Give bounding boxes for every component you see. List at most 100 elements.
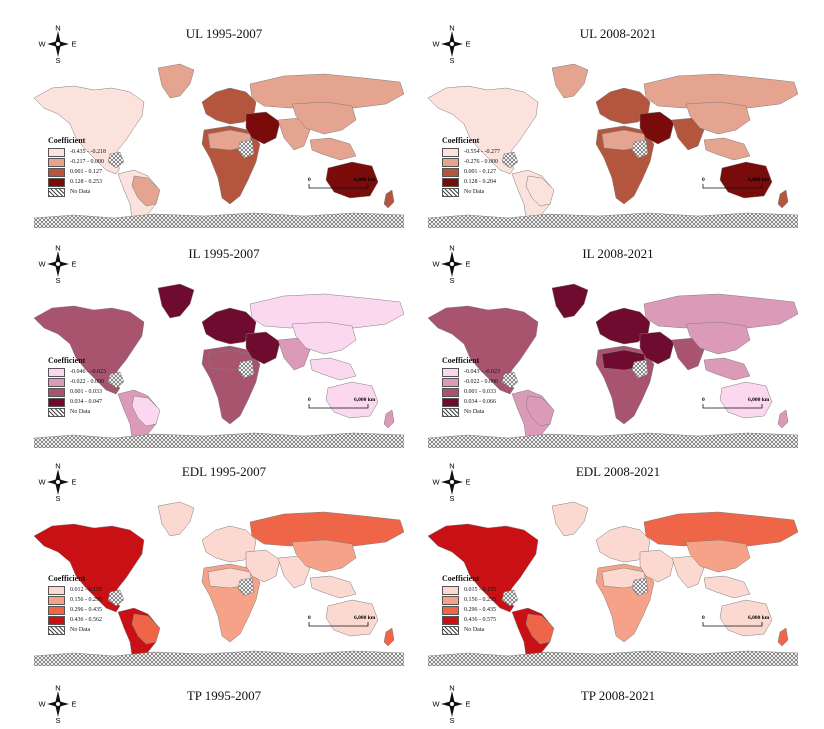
region-greenland [157,63,195,99]
legend-swatch [48,605,65,615]
scale-distance-label: 6,000 km [354,397,376,403]
region-nz [777,627,789,647]
scale-bar: 0 6,000 km [306,612,376,632]
compass-label-e: E [465,478,470,487]
no-data-horn-of-africa [631,359,649,379]
map-panel-il1: N S E W IL 1995-2007 Coefficient -0.046 - -0.0… [34,244,414,456]
region-se-asia [703,575,751,599]
compass-label-n: N [449,24,454,33]
legend-label: -0.046 - -0.023 [70,369,106,375]
region-middle-east [639,331,675,365]
region-russia [249,293,404,329]
region-greenland [157,283,195,319]
no-data-antarctica [34,212,404,228]
compass-label-n: N [55,462,60,471]
region-middle-east [245,111,281,145]
region-east-asia [685,101,751,135]
compass-label-w: W [432,40,440,49]
north-arrow-compass-icon: N S E W [38,462,78,504]
no-data-central-america [501,371,519,389]
world-map [428,501,798,666]
scale-distance-label: 6,000 km [748,397,770,403]
legend-swatch [442,595,459,605]
legend: Coefficient -0.554 - -0.277 -0.276 - 0.000… [442,136,500,197]
legend-swatch [48,397,65,407]
compass-label-w: W [38,40,46,49]
scale-distance-label: 6,000 km [748,615,770,621]
legend-row: 0.034 - 0.066 [442,397,500,407]
legend-row-no-data: No Data [48,187,106,197]
legend-row: 0.034 - 0.047 [48,397,106,407]
no-data-central-america [501,589,519,607]
legend-label-no-data: No Data [464,627,485,633]
legend-title: Coefficient [48,574,86,583]
map-panel-tp-1: N S E W TP 1995-2007 [34,684,414,726]
scale-bar: 0 6,000 km [700,174,770,194]
legend-label: -0.217 - 0.000 [70,159,104,165]
legend-row: 0.128 - 0.253 [48,177,106,187]
legend-row: 0.001 - 0.033 [442,387,500,397]
legend-label: -0.043 - -0.023 [464,369,500,375]
scale-line [308,622,369,627]
legend-label: 0.001 - 0.033 [464,389,496,395]
legend-swatch-no-data [48,187,65,197]
region-east-asia [291,539,357,573]
legend-row: 0.128 - 0.204 [442,177,500,187]
legend-label: 0.034 - 0.066 [464,399,496,405]
region-australia [325,161,379,199]
scale-distance-label: 6,000 km [354,615,376,621]
region-se-asia [309,137,357,161]
legend-swatch [442,177,459,187]
scale-line [702,622,763,627]
legend-row: -0.022 - 0.000 [48,377,106,387]
map-title: EDL 2008-2021 [575,464,661,479]
north-arrow-compass-icon: N S E W [432,462,472,504]
no-data-central-america [107,589,125,607]
scale-bar: 0 6,000 km [306,174,376,194]
legend-title: Coefficient [442,136,480,145]
legend-row: 0.296 - 0.435 [442,605,496,615]
legend-row: -0.217 - 0.000 [48,157,106,167]
map-panel-edl2: N S E W EDL 2008-2021 Coefficient 0.015 - 0.15… [428,462,808,674]
region-east-asia [291,101,357,135]
map-title: UL 2008-2021 [579,26,657,41]
compass-label-n: N [55,244,60,253]
region-se-asia [309,357,357,381]
legend-row-no-data: No Data [48,407,106,417]
legend-swatch [442,585,459,595]
region-nz [777,189,789,209]
compass-label-s: S [449,494,454,502]
scale-bar: 0 6,000 km [306,394,376,414]
legend-swatch [442,377,459,387]
legend-row-no-data: No Data [442,187,500,197]
legend-label: 0.296 - 0.435 [464,607,496,613]
no-data-central-america [107,371,125,389]
compass-label-n: N [449,244,454,253]
region-se-asia [703,357,751,381]
no-data-antarctica [34,650,404,666]
scale-bar: 0 6,000 km [700,612,770,632]
legend-swatch-no-data [48,407,65,417]
legend-label: 0.156 - 0.295 [464,597,496,603]
no-data-central-america [107,151,125,169]
legend-label: 0.001 - 0.127 [70,169,102,175]
legend-swatch [442,605,459,615]
region-brazil [525,613,555,645]
compass-label-e: E [71,40,76,49]
map-title: IL 1995-2007 [188,246,260,261]
legend-row: -0.022 - 0.000 [442,377,500,387]
region-nz [383,189,395,209]
no-data-antarctica [34,432,404,448]
legend-swatch [48,177,65,187]
scale-line [308,184,369,189]
legend: Coefficient 0.015 - 0.155 0.156 - 0.295 0.2… [442,574,496,635]
scale-zero-label: 0 [308,397,311,403]
legend-row: 0.015 - 0.155 [442,585,496,595]
region-brazil [525,175,555,207]
scale-bar: 0 6,000 km [700,394,770,414]
world-map [428,283,798,448]
legend-swatch-no-data [442,625,459,635]
compass-label-e: E [465,700,470,709]
legend-label: 0.001 - 0.033 [70,389,102,395]
legend: Coefficient 0.012 - 0.155 0.156 - 0.295 0.2… [48,574,102,635]
